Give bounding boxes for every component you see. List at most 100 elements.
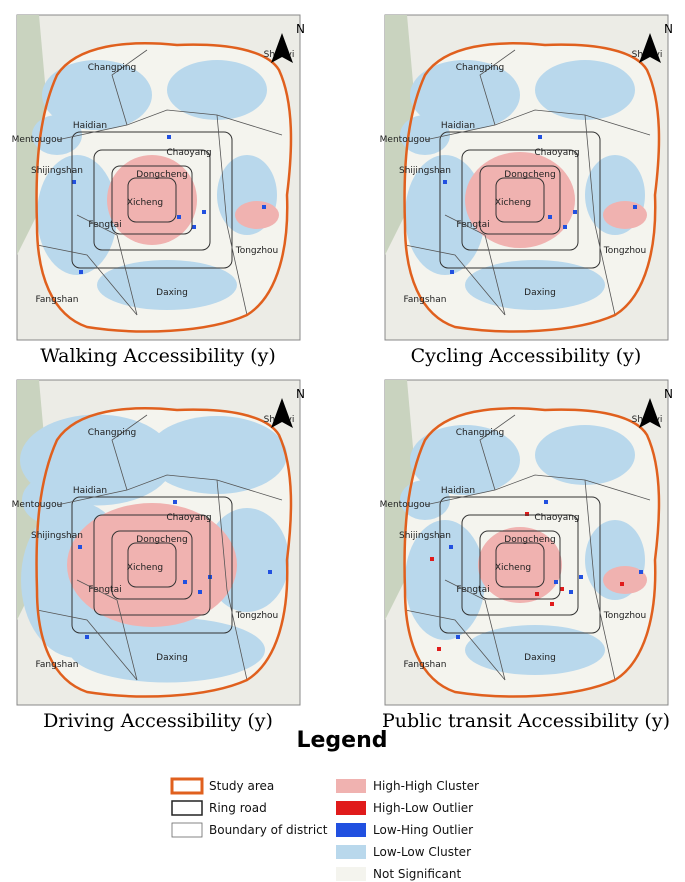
study-area-outline bbox=[403, 42, 661, 333]
ring-road bbox=[127, 177, 177, 223]
district-label: Tongzhou bbox=[603, 246, 647, 256]
district-boundary bbox=[76, 579, 138, 681]
district-label: Mentougou bbox=[380, 500, 431, 510]
high-low-outlier bbox=[535, 592, 539, 596]
north-arrow bbox=[639, 33, 661, 63]
low-high-outlier bbox=[449, 545, 453, 549]
district-label: Fengtai bbox=[456, 220, 489, 230]
district-boundary bbox=[584, 114, 616, 316]
low-high-outlier bbox=[183, 580, 187, 584]
ring-road bbox=[495, 177, 545, 223]
low-low-area bbox=[465, 260, 605, 310]
high-low-outlier bbox=[560, 587, 564, 591]
ring-road bbox=[461, 149, 579, 251]
low-low-area bbox=[410, 425, 520, 495]
ring-road bbox=[111, 530, 193, 600]
north-label: N bbox=[664, 387, 673, 401]
low-low-area bbox=[167, 60, 267, 120]
district-label: Fangshan bbox=[404, 295, 447, 305]
low-low-area bbox=[535, 425, 635, 485]
low-high-outlier bbox=[538, 135, 542, 139]
low-high-outlier bbox=[268, 570, 272, 574]
low-low-area bbox=[69, 617, 265, 683]
ring-road bbox=[495, 542, 545, 588]
ring-road bbox=[479, 165, 561, 235]
legend-label: Low-Low Cluster bbox=[373, 845, 471, 859]
low-high-outlier bbox=[443, 180, 447, 184]
north-arrow bbox=[639, 398, 661, 428]
district-label: Mentougou bbox=[12, 135, 63, 145]
low-high-outlier bbox=[202, 210, 206, 214]
district-label: Xicheng bbox=[495, 563, 531, 573]
district-label: Fengtai bbox=[456, 585, 489, 595]
high-low-outlier bbox=[430, 557, 434, 561]
panel-caption: Public transit Accessibility (y) bbox=[382, 710, 670, 732]
panel-caption: Cycling Accessibility (y) bbox=[411, 345, 642, 367]
study-area-outline bbox=[403, 407, 661, 698]
district-label: Fangshan bbox=[36, 660, 79, 670]
high-low-outlier bbox=[437, 647, 441, 651]
legend-label: Study area bbox=[209, 779, 274, 793]
district-boundary bbox=[424, 474, 651, 506]
ring-road bbox=[111, 165, 193, 235]
low-high-outlier bbox=[569, 590, 573, 594]
district-label: Changping bbox=[456, 428, 505, 438]
district-boundary bbox=[424, 109, 651, 141]
low-high-outlier bbox=[548, 215, 552, 219]
legend-swatch bbox=[336, 823, 366, 837]
low-high-outlier bbox=[563, 225, 567, 229]
ring-road bbox=[93, 149, 211, 251]
map-panel: Changping Haidian Mentougou Shijingshan Dong… bbox=[12, 379, 305, 706]
legend-swatch bbox=[171, 800, 203, 816]
low-low-area bbox=[465, 625, 605, 675]
north-arrow bbox=[271, 398, 293, 428]
district-label: Dongcheng bbox=[136, 170, 187, 180]
north-label: N bbox=[296, 387, 305, 401]
district-label: Chaoyang bbox=[166, 513, 211, 523]
low-high-outlier bbox=[78, 545, 82, 549]
district-label: Changping bbox=[456, 63, 505, 73]
north-label: N bbox=[296, 22, 305, 36]
ring-road bbox=[461, 514, 579, 616]
legend-swatch bbox=[336, 845, 366, 859]
district-label: Haidian bbox=[73, 486, 107, 496]
low-low-area bbox=[147, 416, 287, 494]
north-arrow bbox=[271, 33, 293, 63]
district-label: Shijingshan bbox=[31, 166, 83, 176]
low-high-outlier bbox=[173, 500, 177, 504]
district-label: Fengtai bbox=[88, 220, 121, 230]
legend-label: High-High Cluster bbox=[373, 779, 479, 793]
district-label: Daxing bbox=[524, 653, 556, 663]
ring-road bbox=[479, 530, 561, 600]
low-high-outlier bbox=[450, 270, 454, 274]
district-label: Tongzhou bbox=[235, 611, 279, 621]
ring-road bbox=[93, 514, 211, 616]
high-high-area bbox=[107, 155, 197, 245]
high-high-area bbox=[603, 566, 647, 594]
district-label: Fengtai bbox=[88, 585, 121, 595]
district-label: Dongcheng bbox=[504, 535, 555, 545]
district-label: Tongzhou bbox=[603, 611, 647, 621]
low-high-outlier bbox=[573, 210, 577, 214]
low-high-outlier bbox=[579, 575, 583, 579]
low-high-outlier bbox=[633, 205, 637, 209]
district-label: Dongcheng bbox=[136, 535, 187, 545]
district-boundary bbox=[111, 49, 148, 126]
district-label: Shijingshan bbox=[399, 531, 451, 541]
low-high-outlier bbox=[177, 215, 181, 219]
map-panel: Changping Haidian Mentougou Shijingshan Dong… bbox=[380, 14, 673, 341]
ring-road bbox=[71, 131, 233, 269]
low-high-outlier bbox=[85, 635, 89, 639]
low-high-outlier bbox=[554, 580, 558, 584]
low-high-outlier bbox=[639, 570, 643, 574]
low-high-outlier bbox=[544, 500, 548, 504]
legend-swatch bbox=[336, 867, 366, 881]
ring-road bbox=[439, 131, 601, 269]
low-low-area bbox=[535, 60, 635, 120]
low-high-outlier bbox=[167, 135, 171, 139]
low-high-outlier bbox=[262, 205, 266, 209]
low-low-area bbox=[42, 60, 152, 130]
district-boundary bbox=[56, 109, 283, 141]
high-low-outlier bbox=[620, 582, 624, 586]
